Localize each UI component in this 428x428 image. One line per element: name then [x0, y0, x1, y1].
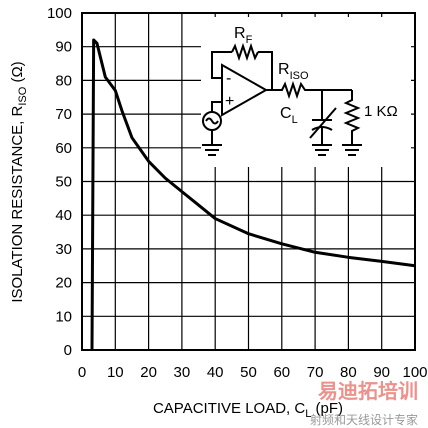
wire — [258, 51, 273, 90]
x-label-sub: L — [305, 408, 311, 420]
x-tick-label: 30 — [174, 364, 191, 381]
x-tick-label: 0 — [78, 364, 86, 381]
inset-label: 1 KΩ — [364, 103, 398, 120]
ground — [202, 144, 222, 156]
data-line — [90, 38, 416, 351]
x-tick-label: 70 — [307, 364, 324, 381]
wire — [211, 51, 232, 79]
wire — [211, 101, 222, 112]
x-tick-label: 60 — [273, 364, 290, 381]
variable-arrow — [309, 107, 337, 139]
inset-label-sub: L — [292, 114, 298, 126]
ground — [312, 144, 332, 156]
op-amp — [221, 63, 269, 117]
x-tick-label: 50 — [240, 364, 257, 381]
x-tick-label: 100 — [402, 364, 427, 381]
y-tick-label: 50 — [55, 174, 72, 191]
x-tick-label: 10 — [107, 364, 124, 381]
inset-label-sub: F — [246, 34, 253, 46]
y-tick-label: 0 — [64, 342, 72, 359]
y-tick-label: 30 — [55, 241, 72, 258]
inset-background — [201, 17, 411, 167]
y-label-suffix: (Ω) — [9, 61, 26, 86]
plus-sign: + — [225, 93, 234, 110]
inset-label-main: C — [280, 105, 292, 122]
resistor-rf — [231, 42, 259, 62]
resistor-riso — [266, 80, 352, 100]
y-tick-label: 20 — [55, 275, 72, 292]
x-tick-label: 20 — [140, 364, 157, 381]
y-label-sub: ISO — [17, 86, 29, 105]
inset-label: RISO — [278, 61, 309, 82]
inset-label-main: R — [234, 25, 246, 42]
watermark: 射频和天线设计专家 — [310, 412, 418, 427]
circuit-inset: - + RF RISO CL 1 KΩ — [201, 17, 411, 167]
ground — [342, 144, 362, 156]
y-axis-label: ISOLATION RESISTANCE, RISO (Ω) — [9, 61, 29, 302]
y-tick-label: 80 — [55, 72, 72, 89]
capacitor-plate — [311, 126, 333, 131]
resistor-load — [343, 90, 361, 145]
watermark: 易迪拓培训 — [318, 379, 418, 403]
x-tick-label: 40 — [207, 364, 224, 381]
minus-sign: - — [226, 70, 231, 87]
inset-label-main: 1 KΩ — [364, 103, 398, 120]
plot-frame — [81, 12, 416, 351]
x-label-suffix: (pF) — [311, 400, 343, 417]
y-tick-label: 90 — [55, 39, 72, 56]
x-tick-label: 90 — [373, 364, 390, 381]
y-label-main: ISOLATION RESISTANCE, R — [9, 106, 26, 303]
y-tick-label: 40 — [55, 207, 72, 224]
x-tick-label: 80 — [340, 364, 357, 381]
x-label-main: CAPACITIVE LOAD, C — [153, 400, 305, 417]
y-tick-label: 100 — [47, 5, 72, 22]
x-axis-label: CAPACITIVE LOAD, CL (pF) — [153, 400, 343, 420]
inset-label-main: R — [278, 61, 290, 78]
y-tick-label: 10 — [55, 308, 72, 325]
inset-label: CL — [280, 105, 298, 126]
inset-label: RF — [234, 25, 253, 46]
inset-label-sub: ISO — [290, 70, 309, 82]
y-tick-label: 60 — [55, 140, 72, 157]
y-tick-label: 70 — [55, 106, 72, 123]
source-symbol — [205, 117, 219, 125]
